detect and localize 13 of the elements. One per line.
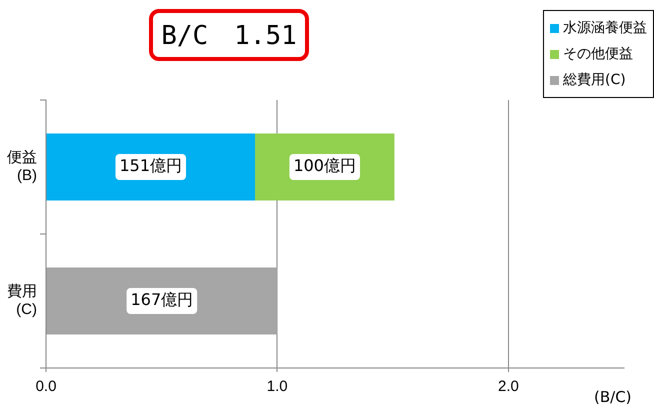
legend-label: その他便益 [562, 45, 634, 64]
y-tick-label: 費用 (C) [7, 283, 37, 318]
y-tick-label: 便益 (B) [7, 149, 37, 184]
x-tick-label: 0.0 [36, 378, 56, 396]
annotation: 100億円 [293, 156, 356, 176]
legend-label: 総費用(C) [562, 71, 627, 90]
x-tick-label: 1.0 [266, 378, 288, 396]
annotation: 151億円 [119, 156, 182, 176]
text: B/C 1.51 [149, 9, 309, 61]
legend-label: 水源涵養便益 [562, 19, 647, 38]
x-tick-label: 2.0 [498, 378, 519, 396]
x-axis-title: (B/C) [594, 388, 632, 406]
annotation: 167億円 [130, 290, 194, 310]
